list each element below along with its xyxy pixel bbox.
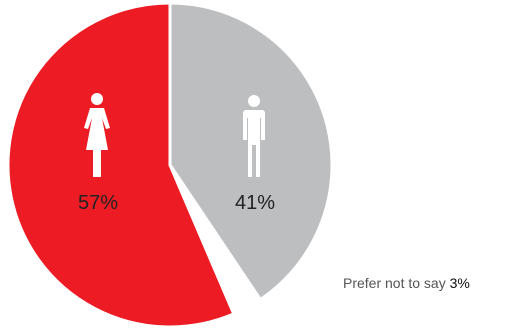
pie-slices	[6, 1, 334, 329]
pie-slice-female	[6, 1, 236, 329]
prefer-not-to-say-note: Prefer not to say 3%	[343, 275, 470, 291]
prefer-not-to-say-value: 3%	[449, 275, 470, 291]
prefer-not-to-say-label: Prefer not to say	[343, 275, 446, 291]
male-percent-label: 41%	[235, 192, 275, 214]
female-percent-label: 57%	[78, 192, 118, 214]
male-person-icon	[243, 95, 265, 177]
female-person-icon	[84, 93, 110, 177]
